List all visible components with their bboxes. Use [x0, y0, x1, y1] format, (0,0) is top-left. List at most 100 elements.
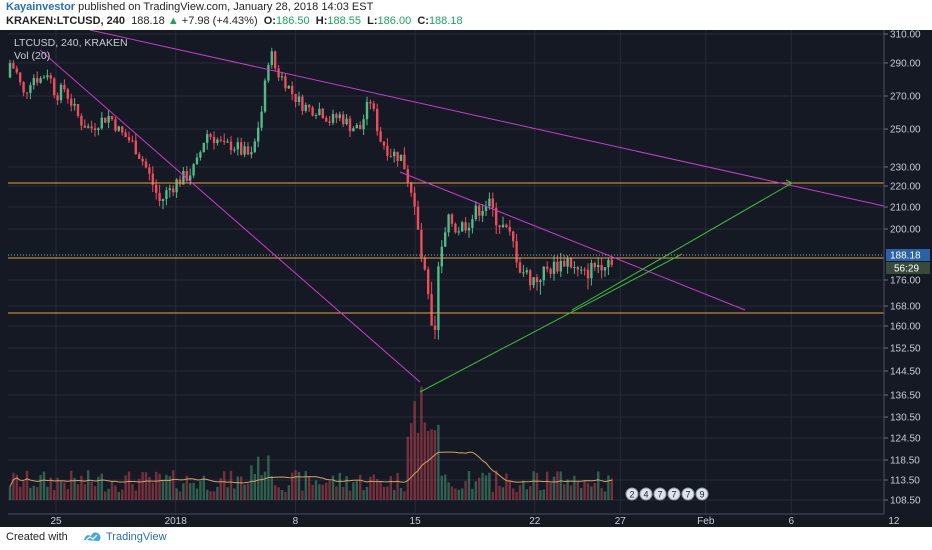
candle-body: [110, 116, 114, 120]
volume-bar: [362, 490, 365, 500]
price-tick-label: 136.50: [890, 391, 921, 402]
candle-body: [569, 258, 573, 268]
price-tick-label: 176.00: [890, 276, 921, 287]
candle-body: [15, 68, 18, 73]
volume-bar: [83, 484, 86, 500]
trendline: [399, 171, 746, 311]
volume-bar: [192, 482, 195, 500]
volume-bar: [481, 472, 484, 500]
event-badge-icon[interactable]: [695, 487, 709, 501]
volume-bar: [127, 471, 131, 500]
candle-body: [83, 125, 86, 128]
volume-bar: [155, 471, 158, 500]
time-tick-label: 22: [529, 516, 541, 527]
candle-body: [474, 205, 477, 220]
candle-body: [161, 199, 165, 201]
candle-body: [107, 116, 110, 123]
candle-body: [539, 280, 542, 283]
volume-bar: [110, 481, 114, 500]
volume-bar: [399, 487, 403, 500]
volume-bar: [97, 476, 100, 500]
event-badge-icon[interactable]: [667, 487, 681, 501]
volume-bar: [212, 491, 216, 500]
volume-bar: [8, 486, 12, 500]
volume-bar: [284, 491, 287, 500]
candle-body: [104, 117, 107, 123]
event-badge-icon[interactable]: [681, 487, 695, 501]
candle-body: [529, 270, 532, 286]
tradingview-brand[interactable]: TradingView: [106, 531, 167, 543]
volume-bar: [199, 480, 202, 500]
price-tick-label: 220.00: [890, 182, 921, 193]
candle-body: [512, 231, 515, 242]
candle-body: [155, 184, 158, 193]
volume-bar: [189, 483, 192, 500]
candle-body: [117, 126, 120, 131]
volume-bar: [117, 491, 120, 500]
candle-body: [236, 142, 239, 150]
candle-body: [284, 76, 287, 89]
price-axis[interactable]: 310.00 290.00 270.00 250.00 230.00 220.00 210.…: [883, 30, 932, 527]
countdown-tag-label: 56:29: [894, 264, 919, 275]
volume-bar: [610, 478, 613, 500]
volume-bar: [416, 432, 420, 500]
candle-body: [144, 161, 148, 168]
candles: [8, 47, 613, 340]
volume-bar: [280, 489, 284, 500]
volume-bar: [495, 470, 498, 500]
tradingview-logo-icon[interactable]: [82, 528, 102, 546]
volume-bar: [178, 491, 182, 500]
event-badge-icon[interactable]: [653, 487, 667, 501]
candle-body: [73, 103, 76, 106]
candle-body: [233, 149, 236, 151]
volume-bar: [386, 486, 389, 500]
volume-bar: [287, 485, 290, 500]
candle-body: [518, 262, 522, 273]
event-badge-icon[interactable]: [639, 487, 653, 501]
candle-body: [481, 210, 484, 216]
volume-bar: [66, 489, 69, 500]
volume-bar: [53, 490, 56, 500]
volume-bar: [229, 470, 233, 500]
chart-header: Kayainvestor published on TradingView.co…: [0, 0, 932, 30]
candle-body: [36, 78, 39, 83]
volume-bar: [423, 422, 426, 500]
volume-bar: [430, 429, 433, 500]
candle-body: [546, 266, 549, 269]
candle-body: [461, 222, 464, 232]
candle-body: [464, 222, 467, 231]
event-badge-icon[interactable]: [625, 487, 639, 501]
low-value: 186.00: [377, 15, 412, 27]
price-tick-label: 168.00: [890, 302, 921, 313]
volume-bar: [403, 491, 406, 500]
candle-body: [39, 78, 42, 83]
time-tick-label: 8: [293, 516, 299, 527]
volume-bar: [107, 488, 110, 500]
volume-bar: [552, 476, 556, 500]
time-axis[interactable]: 25 2018 8 15 22 27 Feb 6 12: [0, 513, 932, 527]
candle-body: [199, 152, 202, 158]
price-tick-label: 130.50: [890, 413, 921, 424]
candle-body: [209, 134, 212, 137]
volume-bar: [304, 471, 307, 500]
volume-bar: [515, 491, 518, 500]
candle-body: [63, 84, 66, 90]
volume-bar: [151, 482, 154, 500]
candle-body: [8, 63, 12, 78]
candle-body: [552, 261, 556, 274]
volume-bar: [352, 482, 355, 500]
price-tick-label: 113.50: [890, 476, 920, 487]
time-axis-background: [0, 514, 932, 527]
author-link[interactable]: Kayainvestor: [6, 1, 76, 13]
candle-body: [134, 140, 137, 155]
candle-body: [389, 155, 392, 157]
volume-bar: [148, 477, 151, 500]
candle-body: [158, 192, 161, 201]
time-tick-label: 15: [410, 516, 422, 527]
candle-body: [297, 96, 301, 103]
volume-bar: [501, 487, 505, 500]
candle-body: [359, 124, 362, 130]
